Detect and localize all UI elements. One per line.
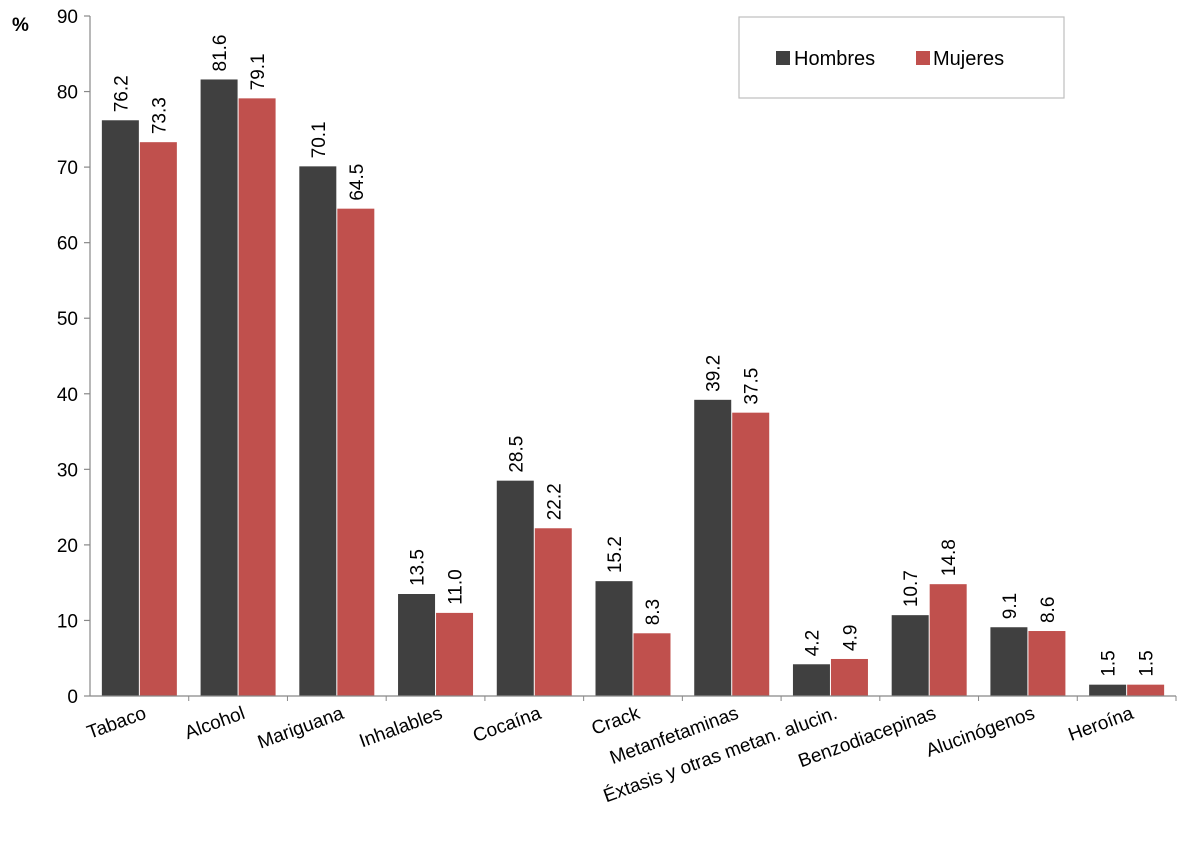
bar-hombres-extasis-y-otras-metan-alucin <box>792 664 830 696</box>
legend-label-hombres: Hombres <box>794 48 875 70</box>
x-tick-label-alcohol: Alcohol <box>182 703 248 744</box>
data-label-mujeres-mariguana: 64.5 <box>347 164 368 201</box>
y-tick-label: 10 <box>57 611 78 632</box>
data-label-hombres-crack: 15.2 <box>605 536 626 573</box>
bar-mujeres-benzodiacepinas <box>929 584 967 696</box>
bar-mujeres-mariguana <box>337 208 375 696</box>
data-label-hombres-mariguana: 70.1 <box>309 121 330 158</box>
bar-hombres-crack <box>595 581 633 696</box>
data-label-mujeres-alucinogenos: 8.6 <box>1038 597 1059 623</box>
legend-label-mujeres: Mujeres <box>933 48 1004 70</box>
x-tick-label-crack: Crack <box>589 703 643 740</box>
data-label-mujeres-benzodiacepinas: 14.8 <box>939 539 960 576</box>
x-axis: Tabaco Alcohol Mariguana Inhalables Cocaína C… <box>84 695 1177 807</box>
bar-hombres-alcohol <box>200 79 238 696</box>
bar-mujeres-cocaina <box>534 528 572 696</box>
data-label-hombres-cocaina: 28.5 <box>506 436 527 473</box>
data-label-mujeres-alcohol: 79.1 <box>248 53 269 90</box>
data-label-mujeres-heroina: 1.5 <box>1137 650 1158 676</box>
data-label-hombres-alucinogenos: 9.1 <box>1000 593 1021 619</box>
data-label-mujeres-tabaco: 73.3 <box>149 97 170 134</box>
legend-swatch-mujeres <box>916 51 930 65</box>
x-tick-label-mariguana: Mariguana <box>255 703 347 754</box>
x-tick-label-cocaina: Cocaína <box>470 703 544 747</box>
bar-mujeres-alucinogenos <box>1028 631 1066 696</box>
data-label-mujeres-metanfetaminas: 37.5 <box>742 368 763 405</box>
y-tick-label: 30 <box>57 460 78 481</box>
bar-hombres-inhalables <box>398 594 436 696</box>
bar-mujeres-heroina <box>1127 684 1165 696</box>
y-tick-label: 60 <box>57 234 78 255</box>
y-tick-label: 80 <box>57 83 78 104</box>
x-tick-label-inhalables: Inhalables <box>357 703 446 752</box>
y-tick-label: 20 <box>57 536 78 557</box>
bar-hombres-heroina <box>1089 684 1127 696</box>
bar-mujeres-metanfetaminas <box>732 412 770 696</box>
data-label-hombres-heroina: 1.5 <box>1099 650 1120 676</box>
data-label-mujeres-cocaina: 22.2 <box>544 483 565 520</box>
bar-hombres-alucinogenos <box>990 627 1028 696</box>
x-tick-label-tabaco: Tabaco <box>84 703 149 744</box>
data-label-hombres-extasis-y-otras-metan-alucin: 4.2 <box>802 630 823 656</box>
bar-hombres-cocaina <box>496 480 534 696</box>
bars <box>101 79 1165 697</box>
data-label-hombres-inhalables: 13.5 <box>408 549 429 586</box>
data-label-mujeres-crack: 8.3 <box>643 599 664 625</box>
bar-hombres-metanfetaminas <box>694 399 732 696</box>
y-tick-label: 50 <box>57 309 78 330</box>
legend: Hombres Mujeres <box>738 16 1065 99</box>
data-label-hombres-benzodiacepinas: 10.7 <box>901 570 922 607</box>
bar-mujeres-alcohol <box>238 98 276 697</box>
bar-hombres-mariguana <box>299 166 337 696</box>
data-labels: 76.2 73.3 81.6 79.1 70.1 64.5 13.5 11.0 28.5 22.2… <box>111 34 1157 676</box>
legend-box <box>738 16 1065 99</box>
y-tick-label: 40 <box>57 385 78 406</box>
bar-mujeres-extasis-y-otras-metan-alucin <box>830 658 868 696</box>
x-tick-label-heroina: Heroína <box>1066 703 1137 746</box>
data-label-mujeres-inhalables: 11.0 <box>446 569 467 605</box>
bar-mujeres-crack <box>633 633 671 696</box>
data-label-hombres-alcohol: 81.6 <box>210 34 231 71</box>
data-label-hombres-metanfetaminas: 39.2 <box>704 355 725 392</box>
y-axis-unit-label: % <box>12 15 29 36</box>
legend-swatch-hombres <box>776 51 790 65</box>
y-tick-label: 0 <box>67 687 78 708</box>
data-label-hombres-tabaco: 76.2 <box>111 75 132 112</box>
data-label-mujeres-extasis-y-otras-metan-alucin: 4.9 <box>840 625 861 651</box>
bar-hombres-tabaco <box>101 120 139 697</box>
bar-mujeres-tabaco <box>139 142 177 696</box>
y-tick-label: 90 <box>57 7 78 28</box>
y-axis: 0 10 20 30 40 50 60 70 80 90 <box>57 7 91 708</box>
bar-mujeres-inhalables <box>436 612 474 696</box>
bar-hombres-benzodiacepinas <box>891 615 929 696</box>
y-tick-label: 70 <box>57 158 78 179</box>
x-tick-label-alucinogenos: Alucinógenos <box>923 703 1037 762</box>
